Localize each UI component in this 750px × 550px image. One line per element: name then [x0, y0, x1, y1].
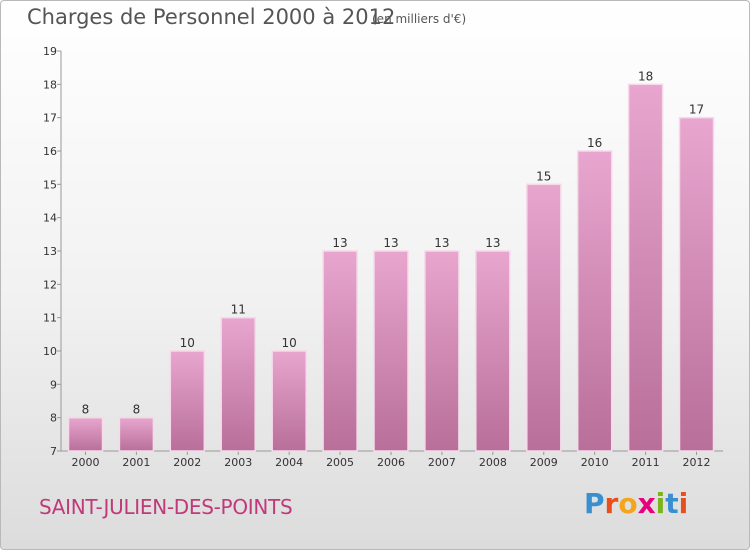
data-label: 8 — [133, 403, 141, 417]
data-label: 15 — [536, 169, 551, 183]
x-tick-label: 2009 — [530, 456, 558, 469]
bar — [526, 183, 562, 452]
chart-title: Charges de Personnel 2000 à 2012 — [27, 5, 396, 29]
y-tick-label: 7 — [50, 445, 57, 458]
bar — [373, 250, 409, 452]
unit-note: (en milliers d'€) — [372, 12, 467, 26]
bar — [271, 350, 307, 452]
bar — [67, 416, 104, 452]
bar — [118, 416, 155, 452]
bar-layer — [67, 83, 715, 452]
y-tick-label: 10 — [43, 345, 57, 358]
y-tick-label: 8 — [50, 412, 57, 425]
data-label: 18 — [638, 69, 653, 83]
y-tick-label: 13 — [43, 245, 57, 258]
x-tick-label: 2001 — [122, 456, 150, 469]
data-label: 10 — [180, 336, 195, 350]
logo-letter: o — [618, 487, 638, 520]
x-tick-label: 2012 — [683, 456, 711, 469]
logo-letter: i — [655, 487, 666, 520]
x-tick-label: 2008 — [479, 456, 507, 469]
x-tick-label: 2007 — [428, 456, 456, 469]
y-tick-label: 18 — [43, 78, 57, 91]
data-label: 13 — [383, 236, 398, 250]
axis-layer: 7 8 9 10 11 12 13 14 15 16 17 18 19 2000 2001 2002 2003 2… — [43, 45, 723, 469]
data-label: 11 — [231, 303, 246, 317]
y-tick-label: 14 — [43, 212, 57, 225]
bar — [220, 316, 256, 452]
y-tick-label: 16 — [43, 145, 57, 158]
y-tick-label: 9 — [50, 378, 57, 391]
y-tick-label: 17 — [43, 112, 57, 125]
bar — [576, 150, 613, 452]
commune-name: SAINT-JULIEN-DES-POINTS — [39, 495, 293, 519]
data-label: 13 — [332, 236, 347, 250]
x-tick-label: 2005 — [326, 456, 354, 469]
data-label: 13 — [485, 236, 500, 250]
x-tick-label: 2010 — [581, 456, 609, 469]
data-label: 13 — [434, 236, 449, 250]
label-layer: 8 8 10 11 10 13 13 13 13 15 16 18 17 — [82, 69, 705, 416]
bar — [424, 250, 460, 452]
proxiti-logo: Proxiti — [584, 487, 688, 520]
y-tick-label: 15 — [43, 178, 57, 191]
logo-letter: P — [584, 487, 605, 520]
bar — [627, 83, 664, 452]
x-tick-label: 2011 — [632, 456, 660, 469]
data-label: 17 — [689, 103, 704, 117]
data-label: 16 — [587, 136, 602, 150]
x-tick-label: 2000 — [71, 456, 99, 469]
x-tick-label: 2002 — [173, 456, 201, 469]
logo-letter: i — [678, 487, 689, 520]
logo-letter: t — [665, 487, 679, 520]
bar — [169, 350, 206, 452]
y-tick-label: 19 — [43, 45, 57, 58]
bar — [678, 116, 715, 452]
x-tick-label: 2004 — [275, 456, 303, 469]
logo-letter: x — [637, 487, 656, 520]
y-tick-label: 12 — [43, 278, 57, 291]
x-tick-label: 2003 — [224, 456, 252, 469]
bar — [322, 250, 358, 452]
bar — [475, 250, 511, 452]
data-label: 10 — [282, 336, 297, 350]
y-tick-label: 11 — [43, 312, 57, 325]
data-label: 8 — [82, 403, 90, 417]
logo-letter: r — [604, 487, 619, 520]
x-tick-label: 2006 — [377, 456, 405, 469]
